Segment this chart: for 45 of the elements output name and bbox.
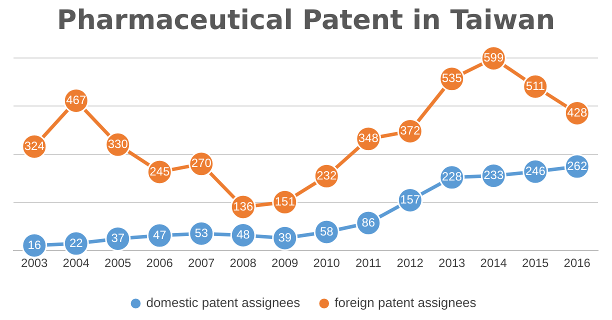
data-label: 53 xyxy=(194,226,208,240)
legend-label: domestic patent assignees xyxy=(146,295,301,310)
data-label: 324 xyxy=(24,138,45,153)
data-label: 37 xyxy=(111,231,125,246)
x-tick-label: 2009 xyxy=(272,256,299,270)
data-label: 22 xyxy=(69,236,84,250)
x-tick-label: 2005 xyxy=(104,256,132,270)
data-label: 86 xyxy=(362,215,376,230)
data-label: 245 xyxy=(150,164,170,178)
legend-label: foreign patent assignees xyxy=(334,295,477,310)
data-label: 39 xyxy=(278,230,292,244)
data-label: 330 xyxy=(108,136,128,151)
data-label: 348 xyxy=(358,131,379,146)
data-label: 246 xyxy=(525,164,546,178)
x-tick-label: 2013 xyxy=(438,256,466,270)
data-label: 511 xyxy=(526,78,546,93)
data-label: 428 xyxy=(567,106,588,120)
data-label: 228 xyxy=(442,170,462,184)
data-label: 233 xyxy=(484,168,504,182)
x-tick-label: 2015 xyxy=(522,256,550,270)
x-tick-label: 2014 xyxy=(480,256,508,270)
x-tick-label: 2004 xyxy=(62,256,90,270)
x-tick-label: 2010 xyxy=(313,256,340,270)
data-label: 599 xyxy=(484,50,504,65)
data-label: 467 xyxy=(66,93,86,108)
data-label: 136 xyxy=(233,199,254,214)
x-tick-label: 2007 xyxy=(188,256,216,270)
x-tick-label: 2012 xyxy=(396,256,424,270)
data-label: 372 xyxy=(400,124,420,138)
chart-title: Pharmaceutical Patent in Taiwan xyxy=(56,4,556,38)
data-label: 58 xyxy=(320,224,334,238)
data-label: 157 xyxy=(400,192,420,207)
x-tick-label: 2016 xyxy=(564,256,591,270)
data-label: 16 xyxy=(28,238,42,252)
x-tick-label: 2003 xyxy=(21,256,48,270)
x-tick-label: 2006 xyxy=(146,256,174,270)
x-tick-label: 2011 xyxy=(355,256,382,270)
x-tick-label: 2008 xyxy=(230,256,257,270)
data-label: 535 xyxy=(442,71,462,86)
data-label: 151 xyxy=(274,194,296,208)
data-label: 232 xyxy=(316,168,337,182)
data-label: 47 xyxy=(152,228,167,242)
data-label: 48 xyxy=(236,228,250,242)
data-label: 270 xyxy=(191,156,212,170)
data-label: 262 xyxy=(567,158,588,173)
